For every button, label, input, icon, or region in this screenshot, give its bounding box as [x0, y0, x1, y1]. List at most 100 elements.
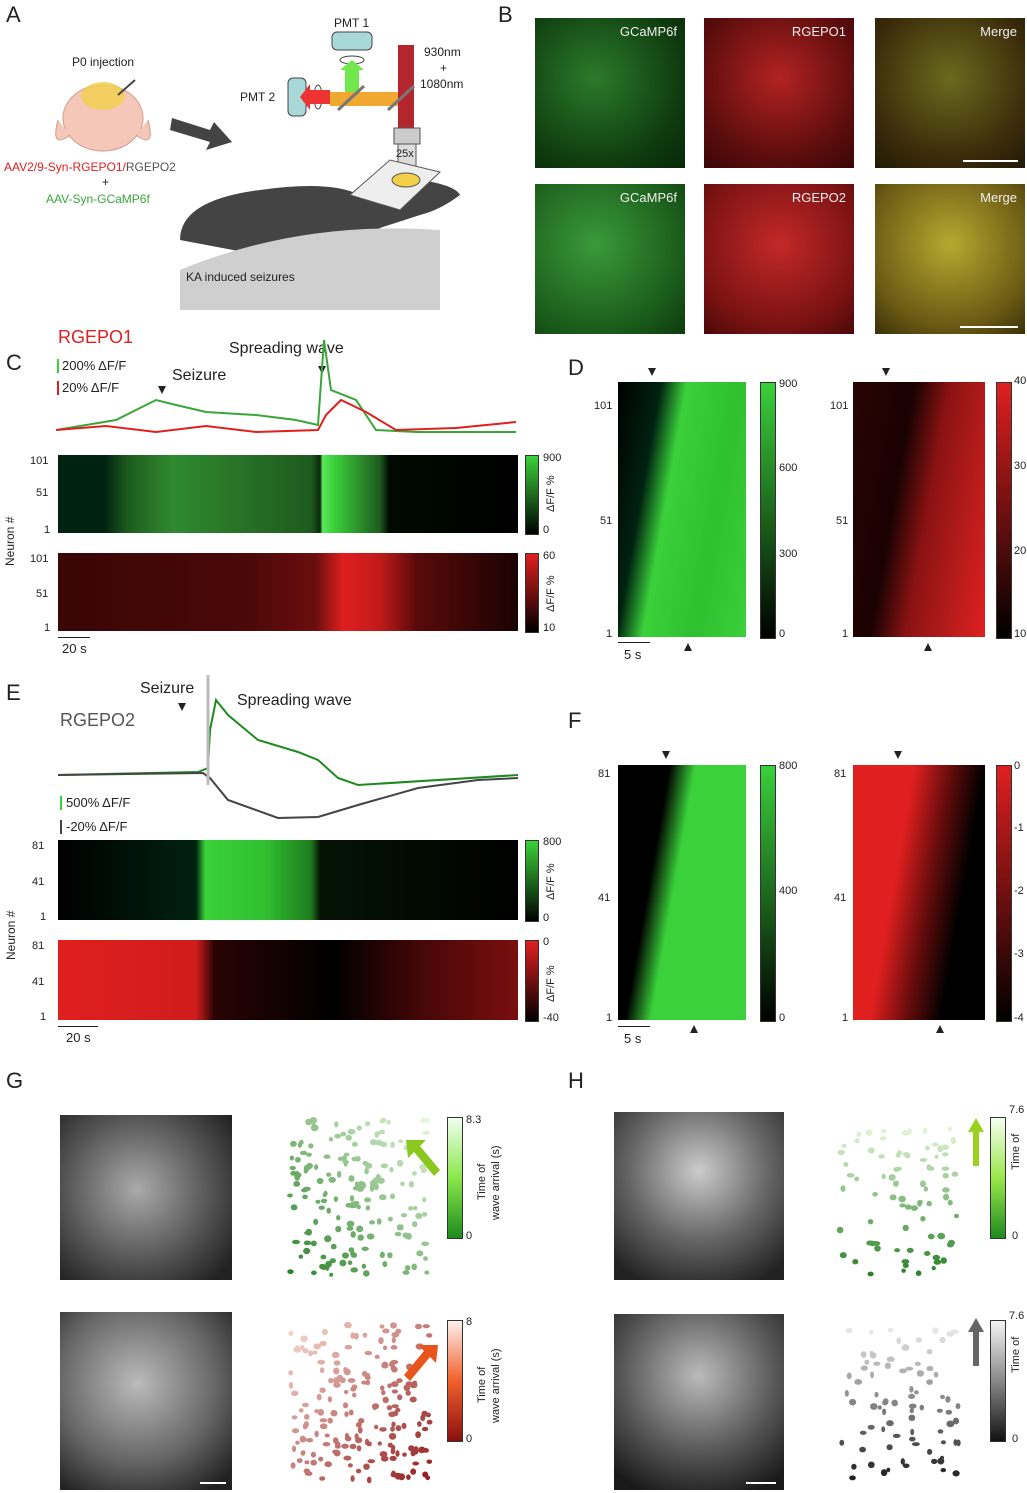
cell-dot — [330, 1243, 337, 1250]
cell-dot — [310, 1459, 317, 1466]
cell-dot — [886, 1467, 891, 1473]
cell-dot — [331, 1351, 340, 1359]
cell-dot — [306, 1438, 314, 1443]
y-axis-label: Neuron # — [3, 516, 17, 566]
green-colorbar-d — [760, 382, 776, 639]
cell-dot — [950, 1137, 956, 1144]
cbar-tick: 40 — [1014, 375, 1027, 387]
micro-label: RGEPO1 — [791, 24, 846, 39]
cell-dot — [339, 1377, 346, 1384]
micro-label: GCaMP6f — [619, 190, 677, 205]
cell-dot — [836, 1226, 844, 1234]
panel-c-title: RGEPO1 — [58, 327, 134, 347]
cell-dot — [912, 1442, 920, 1447]
cell-dot — [372, 1403, 377, 1411]
cell-dot — [420, 1117, 426, 1123]
cell-dot — [329, 1272, 334, 1277]
cell-dot — [931, 1266, 936, 1271]
red-colorbar-e — [525, 940, 539, 1022]
cell-dot — [909, 1436, 916, 1442]
arrowhead-top — [894, 751, 902, 759]
cell-dot — [354, 1433, 359, 1440]
cell-dot — [391, 1389, 398, 1394]
cell-dot — [942, 1152, 949, 1157]
cell-dot — [896, 1337, 901, 1345]
cell-dot — [906, 1247, 914, 1253]
cell-dot — [299, 1435, 306, 1443]
cell-dot — [412, 1380, 418, 1385]
cell-dot — [886, 1444, 893, 1451]
cell-dot — [314, 1164, 319, 1170]
cell-dot — [929, 1166, 935, 1171]
cell-dot — [379, 1451, 388, 1458]
cell-dot — [324, 1461, 332, 1468]
cell-dot — [902, 1224, 909, 1232]
cell-dot — [304, 1460, 310, 1465]
cell-dot — [926, 1365, 934, 1372]
cell-dot — [306, 1152, 312, 1157]
cell-dot — [422, 1130, 430, 1135]
cbar-tick: 7.6 — [1009, 1310, 1025, 1322]
cell-dot — [416, 1250, 424, 1257]
cell-dot — [908, 1403, 917, 1409]
pmt2-label: PMT 2 — [240, 90, 276, 104]
cell-dot — [946, 1331, 954, 1337]
cell-dot — [349, 1195, 355, 1202]
cell-dot — [402, 1270, 410, 1275]
cell-dot — [386, 1119, 391, 1125]
cell-dot — [328, 1378, 334, 1384]
cell-dot — [403, 1384, 411, 1392]
panel-d-label: D — [568, 355, 584, 380]
scatter-h-top — [836, 1126, 960, 1277]
cell-dot — [408, 1445, 415, 1452]
ytick: 51 — [36, 588, 49, 600]
cell-dot — [350, 1267, 358, 1273]
scale-red-text: 20% ΔF/F — [62, 380, 120, 395]
cell-dot — [937, 1429, 944, 1434]
cell-dot — [303, 1240, 312, 1246]
cell-dot — [846, 1173, 855, 1178]
cbar-label: Time of — [476, 1366, 488, 1403]
micro-label: Merge — [980, 190, 1017, 205]
cell-dot — [333, 1360, 341, 1366]
cell-dot — [379, 1129, 385, 1135]
cell-dot — [945, 1409, 953, 1415]
cell-dot — [387, 1252, 393, 1259]
cell-dot — [880, 1129, 887, 1134]
red-colorbar-d — [996, 382, 1012, 639]
cell-dot — [904, 1204, 912, 1210]
cell-dot — [945, 1396, 951, 1403]
cell-dot — [345, 1436, 352, 1442]
cell-dot — [899, 1368, 907, 1374]
cell-dot — [922, 1127, 928, 1134]
cell-dot — [379, 1253, 385, 1258]
cell-dot — [319, 1367, 325, 1374]
wave-annotation: Spreading wave — [237, 692, 352, 709]
cell-dot — [886, 1356, 895, 1362]
cbar-tick: 30 — [1014, 460, 1027, 472]
cell-dot — [947, 1199, 953, 1206]
cell-dot — [350, 1386, 357, 1392]
cell-dot — [291, 1390, 299, 1396]
cell-dot — [366, 1233, 375, 1240]
cell-dot — [295, 1440, 300, 1445]
cbar-label: Time of — [1010, 1336, 1022, 1373]
cbar-tick: 8 — [466, 1316, 473, 1328]
time-scalebar — [58, 1026, 98, 1027]
fov-image-h-top — [614, 1112, 784, 1280]
cell-dot — [869, 1330, 874, 1335]
scale-gray-bar — [60, 820, 62, 834]
cell-dot — [908, 1414, 916, 1421]
ytick: 1 — [44, 524, 51, 536]
cell-dot — [298, 1408, 304, 1413]
cell-dot — [348, 1175, 355, 1182]
cell-dot — [926, 1379, 933, 1385]
cell-dot — [352, 1186, 359, 1191]
cell-dot — [344, 1411, 349, 1417]
arrowhead-bottom — [690, 1025, 698, 1033]
cell-dot — [380, 1455, 389, 1462]
cell-dot — [314, 1430, 319, 1438]
gray-colorbar-h — [990, 1320, 1006, 1442]
cell-dot — [337, 1170, 342, 1178]
cell-dot — [908, 1393, 916, 1399]
